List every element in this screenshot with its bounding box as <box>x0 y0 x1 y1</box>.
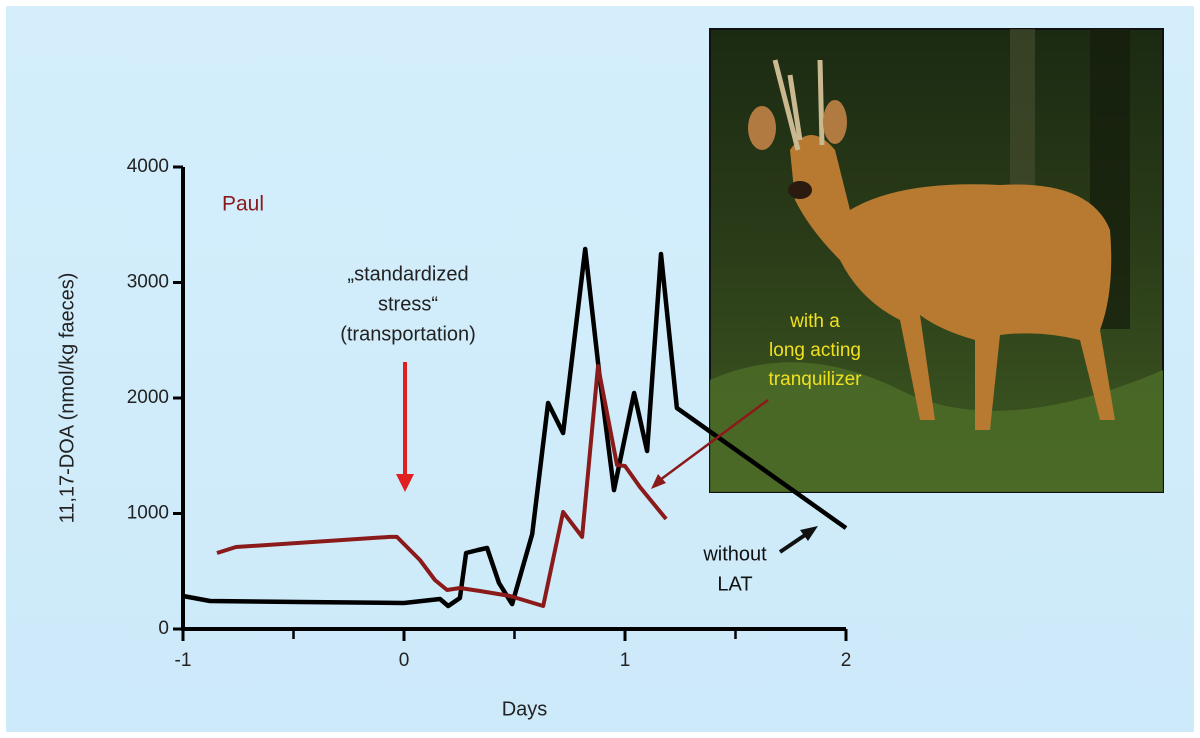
x-tick-label: 0 <box>399 650 410 671</box>
annotation: long acting <box>769 340 861 361</box>
lat-arrow <box>778 531 810 554</box>
photo <box>709 28 1164 493</box>
stress-arrow-head <box>396 474 414 492</box>
x-axis-label: Days <box>502 698 548 720</box>
annotation: tranquilizer <box>769 369 863 390</box>
tranquilizer-arrow <box>659 398 769 482</box>
annotation: (transportation) <box>340 323 476 345</box>
y-tick-label: 3000 <box>127 272 169 293</box>
annotation: stress“ <box>378 293 438 315</box>
lat-arrow-head <box>800 526 818 541</box>
y-tick-label: 2000 <box>127 387 169 408</box>
series-line <box>216 364 668 608</box>
series-line <box>182 246 848 609</box>
y-tick-label: 0 <box>158 618 169 639</box>
chart-title: Paul <box>222 193 264 216</box>
annotation: with a <box>789 311 840 332</box>
x-tick-label: -1 <box>175 650 192 671</box>
x-tick-label: 2 <box>841 650 852 671</box>
y-axis-label: 11,17-DOA (nmol/kg faeces) <box>56 273 78 524</box>
annotation: „standardized <box>347 263 468 285</box>
annotation: LAT <box>717 573 752 595</box>
plot-area: 0 1000 2000 3000 4000 -1 0 1 2 Days 11,17-DOA (nmo… <box>56 156 851 720</box>
y-tick-label: 1000 <box>127 503 169 524</box>
annotation: without <box>702 543 767 565</box>
tranquilizer-arrow-head <box>651 474 666 489</box>
x-tick-label: 1 <box>620 650 631 671</box>
y-tick-label: 4000 <box>127 156 169 177</box>
